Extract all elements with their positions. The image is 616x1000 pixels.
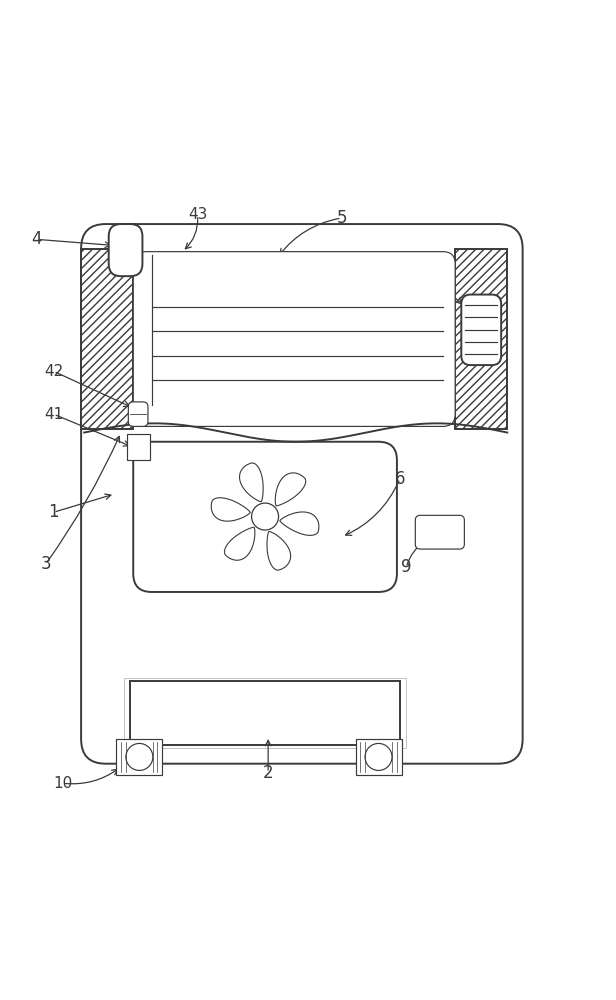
Text: 9: 9 — [401, 558, 411, 576]
Bar — [124, 678, 406, 748]
Polygon shape — [280, 512, 319, 535]
Circle shape — [365, 743, 392, 770]
Polygon shape — [275, 473, 306, 506]
Text: 5: 5 — [336, 209, 347, 227]
Text: 42: 42 — [44, 364, 63, 379]
Text: 41: 41 — [44, 407, 63, 422]
Bar — [81, 249, 133, 429]
Text: 3: 3 — [40, 555, 51, 573]
Text: 1: 1 — [48, 503, 59, 521]
Polygon shape — [211, 498, 250, 521]
Circle shape — [251, 503, 278, 530]
Text: 2: 2 — [263, 764, 274, 782]
Circle shape — [126, 743, 153, 770]
Bar — [127, 434, 150, 460]
FancyBboxPatch shape — [81, 224, 522, 764]
FancyBboxPatch shape — [415, 515, 464, 549]
Bar — [116, 739, 163, 775]
Polygon shape — [240, 463, 263, 502]
Text: 10: 10 — [53, 776, 72, 791]
FancyBboxPatch shape — [461, 295, 501, 365]
Bar — [130, 681, 400, 745]
Polygon shape — [224, 527, 255, 560]
FancyBboxPatch shape — [128, 402, 148, 426]
Text: 8: 8 — [376, 267, 387, 285]
Text: 6: 6 — [395, 470, 405, 488]
Bar — [455, 249, 508, 429]
FancyBboxPatch shape — [133, 442, 397, 592]
FancyBboxPatch shape — [133, 252, 455, 426]
Text: 43: 43 — [188, 207, 208, 222]
Bar — [355, 739, 402, 775]
Text: 4: 4 — [31, 230, 43, 248]
Polygon shape — [267, 531, 291, 570]
FancyBboxPatch shape — [108, 224, 142, 276]
